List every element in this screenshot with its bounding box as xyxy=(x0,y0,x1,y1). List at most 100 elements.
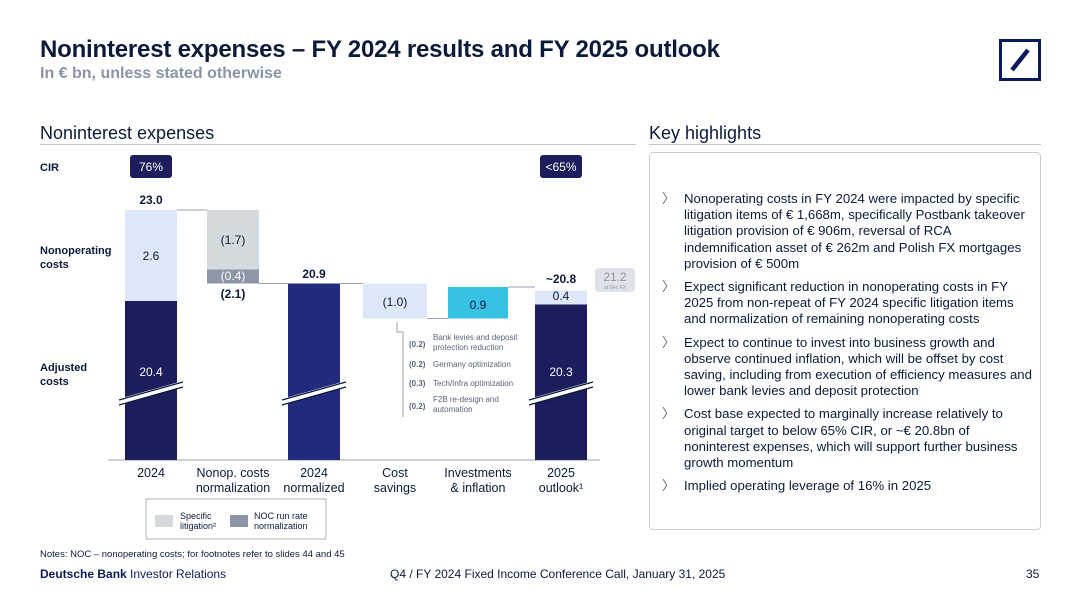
legend-label: litigation² xyxy=(180,521,216,531)
fx-reference-value: 21.2 xyxy=(603,270,627,284)
highlight-text: Expect significant reduction in nonopera… xyxy=(684,279,1014,327)
breakdown-label: Tech/Infra optimization xyxy=(433,379,513,388)
bar-nonoperating-2024 xyxy=(125,210,177,301)
bar-2024-normalized xyxy=(288,283,340,460)
axis-break-mark xyxy=(281,386,347,406)
cir-row-label: CIR xyxy=(40,162,59,174)
page-title: Noninterest expenses – FY 2024 results a… xyxy=(40,36,720,63)
axis-break-mark xyxy=(118,381,184,405)
category-label: 2025 xyxy=(547,466,575,480)
chevron-right-icon: 〉 xyxy=(662,334,676,350)
breakdown-bracket xyxy=(396,322,404,412)
notes-text: Notes: NOC – nonoperating costs; for foo… xyxy=(40,549,345,560)
value-label-investments: 0.9 xyxy=(470,298,487,312)
value-label-2024-normalized: 20.9 xyxy=(302,267,326,281)
breakdown-value: (0.2) xyxy=(409,402,426,411)
total-label-nonop-change: (2.1) xyxy=(221,287,246,301)
axis-break-mark xyxy=(281,381,347,405)
category-label: Cost xyxy=(382,466,408,480)
category-label: 2024 xyxy=(137,466,165,480)
bar-nonoperating-2025 xyxy=(535,290,587,305)
cir-badge-2025 xyxy=(540,155,582,178)
value-label-cost-savings: (1.0) xyxy=(383,295,408,309)
value-label-nonoperating-2024: 2.6 xyxy=(143,249,160,263)
highlight-text: Cost base expected to marginally increas… xyxy=(684,406,1018,471)
value-label-nonoperating-2025: 0.4 xyxy=(553,289,570,303)
breakdown-label: Germany optimization xyxy=(433,360,511,369)
legend-swatch-specific-litigation xyxy=(155,515,173,527)
deutsche-bank-logo-icon xyxy=(999,39,1041,81)
axis-break-mark xyxy=(281,381,347,401)
bar-noc-run-rate-normalization xyxy=(207,269,259,284)
value-label-specific-litigation: (1.7) xyxy=(221,233,246,247)
legend-swatch-noc-run-rate xyxy=(230,515,248,527)
highlights-section-divider xyxy=(649,144,1041,145)
highlight-text: Expect to continue to invest into busine… xyxy=(684,334,1032,399)
bar-adjusted-2025 xyxy=(535,304,587,460)
axis-break-mark xyxy=(528,381,594,405)
axis-break-mark xyxy=(118,386,184,406)
axis-break-mark xyxy=(528,381,594,401)
footer-division: Investor Relations xyxy=(126,567,227,581)
breakdown-label: Bank levies and deposit xyxy=(433,333,518,342)
breakdown-label: protection reduction xyxy=(433,343,503,352)
category-label: Nonop. costs xyxy=(197,466,270,480)
adjusted-row-label: Adjusted xyxy=(40,362,87,374)
fx-reference-note: at Dec FX xyxy=(604,285,627,291)
footer-event: Q4 / FY 2024 Fixed Income Conference Cal… xyxy=(390,567,726,581)
cir-badge-label: <65% xyxy=(545,160,576,174)
axis-break-mark xyxy=(528,386,594,406)
key-highlights-list: 〉 Nonoperating costs in FY 2024 were impa… xyxy=(662,191,1036,501)
adjusted-row-label: costs xyxy=(40,376,69,388)
total-label-2024: 23.0 xyxy=(139,193,163,207)
breakdown-value: (0.2) xyxy=(409,360,426,369)
waterfall-chart: CIR Nonoperating costs Adjusted costs 76% <65%… xyxy=(40,155,635,540)
category-label: outlook¹ xyxy=(539,481,583,495)
legend-label: NOC run rate xyxy=(254,511,308,521)
category-label: 2024 xyxy=(300,466,328,480)
value-label-adjusted-2025: 20.3 xyxy=(549,365,573,379)
total-label-2025: ~20.8 xyxy=(546,272,577,286)
bar-investments-inflation xyxy=(448,287,508,319)
cir-badge-label: 76% xyxy=(139,160,163,174)
chevron-right-icon: 〉 xyxy=(662,406,676,422)
nonoperating-row-label: costs xyxy=(40,259,69,271)
bar-specific-litigation xyxy=(207,210,259,270)
highlight-text: Nonoperating costs in FY 2024 were impac… xyxy=(684,191,1025,271)
breakdown-label: automation xyxy=(433,405,473,414)
bar-adjusted-2024 xyxy=(125,301,177,460)
value-label-noc-run-rate: (0.4) xyxy=(221,269,246,283)
legend-label: normalization xyxy=(254,521,308,531)
chevron-right-icon: 〉 xyxy=(662,478,676,494)
page-number: 35 xyxy=(1026,567,1040,581)
cir-badge-2024 xyxy=(130,155,172,178)
highlight-item: 〉 Expect to continue to invest into busin… xyxy=(662,335,1036,400)
footer-brand-name: Deutsche Bank xyxy=(40,567,127,581)
highlights-section-title: Key highlights xyxy=(649,123,762,143)
chevron-right-icon: 〉 xyxy=(662,279,676,295)
breakdown-label: F2B re-design and xyxy=(433,395,499,404)
value-label-adjusted-2024: 20.4 xyxy=(139,365,163,379)
nonoperating-row-label: Nonoperating xyxy=(40,245,112,257)
footer-brand: Deutsche Bank Investor Relations xyxy=(40,567,226,581)
highlight-item: 〉 Nonoperating costs in FY 2024 were impa… xyxy=(662,191,1036,272)
fx-reference-badge xyxy=(595,268,635,292)
page-subtitle: In € bn, unless stated otherwise xyxy=(40,65,282,82)
highlight-item: 〉 Expect significant reduction in nonoper… xyxy=(662,279,1036,328)
highlight-text: Implied operating leverage of 16% in 202… xyxy=(684,478,932,494)
chart-section-title: Noninterest expenses xyxy=(40,123,215,143)
category-label: Investments xyxy=(444,466,511,480)
legend-box xyxy=(145,498,327,540)
bar-cost-savings xyxy=(363,283,427,319)
axis-break-mark xyxy=(118,381,184,401)
key-highlights-box: 〉 Nonoperating costs in FY 2024 were impa… xyxy=(649,152,1041,530)
highlight-item: 〉 Cost base expected to marginally increa… xyxy=(662,406,1036,471)
category-label: normalized xyxy=(283,481,344,495)
chevron-right-icon: 〉 xyxy=(662,191,676,206)
chart-section-divider xyxy=(40,144,636,145)
highlight-item: 〉 Implied operating leverage of 16% in 20… xyxy=(662,478,1036,494)
category-label: savings xyxy=(374,481,416,495)
breakdown-value: (0.3) xyxy=(409,379,426,388)
category-label: & inflation xyxy=(451,481,506,495)
legend-label: Specific xyxy=(180,511,212,521)
